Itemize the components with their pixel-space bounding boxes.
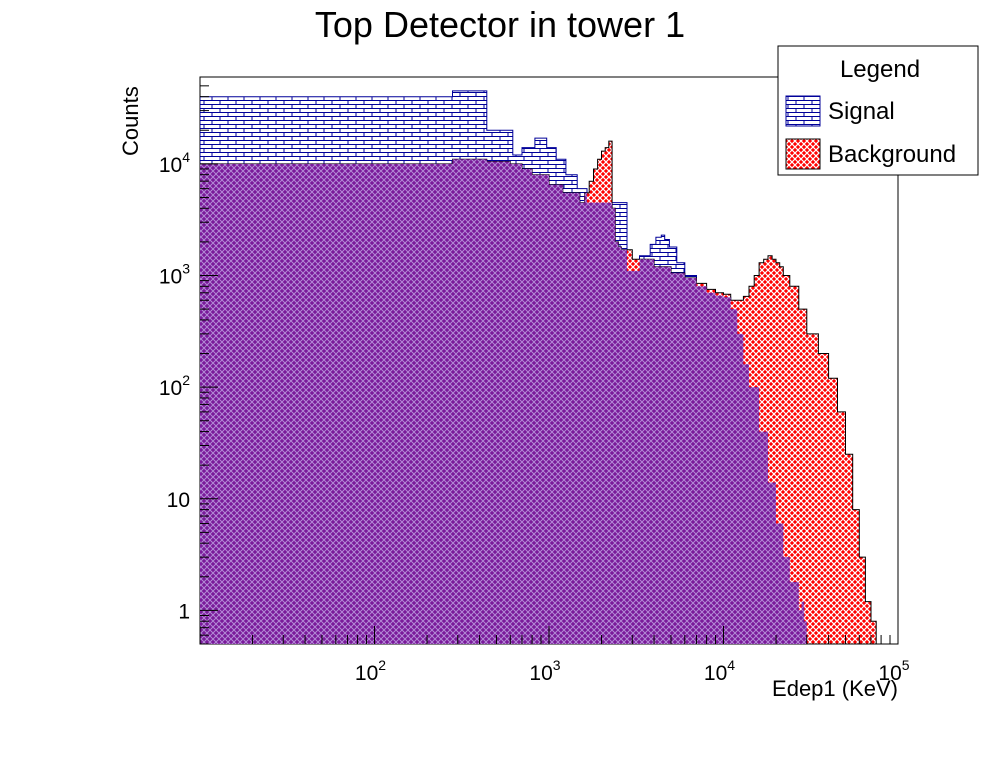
legend-swatch-background — [785, 138, 821, 170]
series-overlap-fill — [200, 159, 879, 644]
chart-title: Top Detector in tower 1 — [315, 4, 685, 45]
y-tick-label: 10 — [167, 489, 190, 512]
legend: Legend Signal Background — [777, 45, 979, 176]
legend-title: Legend — [840, 56, 920, 83]
legend-swatch-signal — [785, 95, 821, 127]
y-tick-label: 1 — [178, 600, 190, 623]
y-tick-label: 104 — [159, 149, 190, 177]
y-axis-label: Counts — [118, 86, 143, 156]
x-axis-label: Edep1 (KeV) — [772, 676, 898, 701]
y-axis: 1 10 102 103 104 — [159, 76, 218, 645]
y-tick-label: 102 — [159, 372, 190, 400]
x-tick-label: 105 — [878, 657, 909, 685]
y-tick-label: 103 — [159, 260, 190, 288]
x-tick-label: 104 — [704, 657, 735, 685]
histogram-layer — [200, 90, 879, 644]
legend-entry-background: Background — [828, 141, 956, 168]
x-tick-label: 103 — [529, 657, 560, 685]
x-axis: 102 103 104 105 — [199, 626, 910, 685]
x-tick-label: 102 — [355, 657, 386, 685]
legend-entry-signal: Signal — [828, 98, 895, 125]
